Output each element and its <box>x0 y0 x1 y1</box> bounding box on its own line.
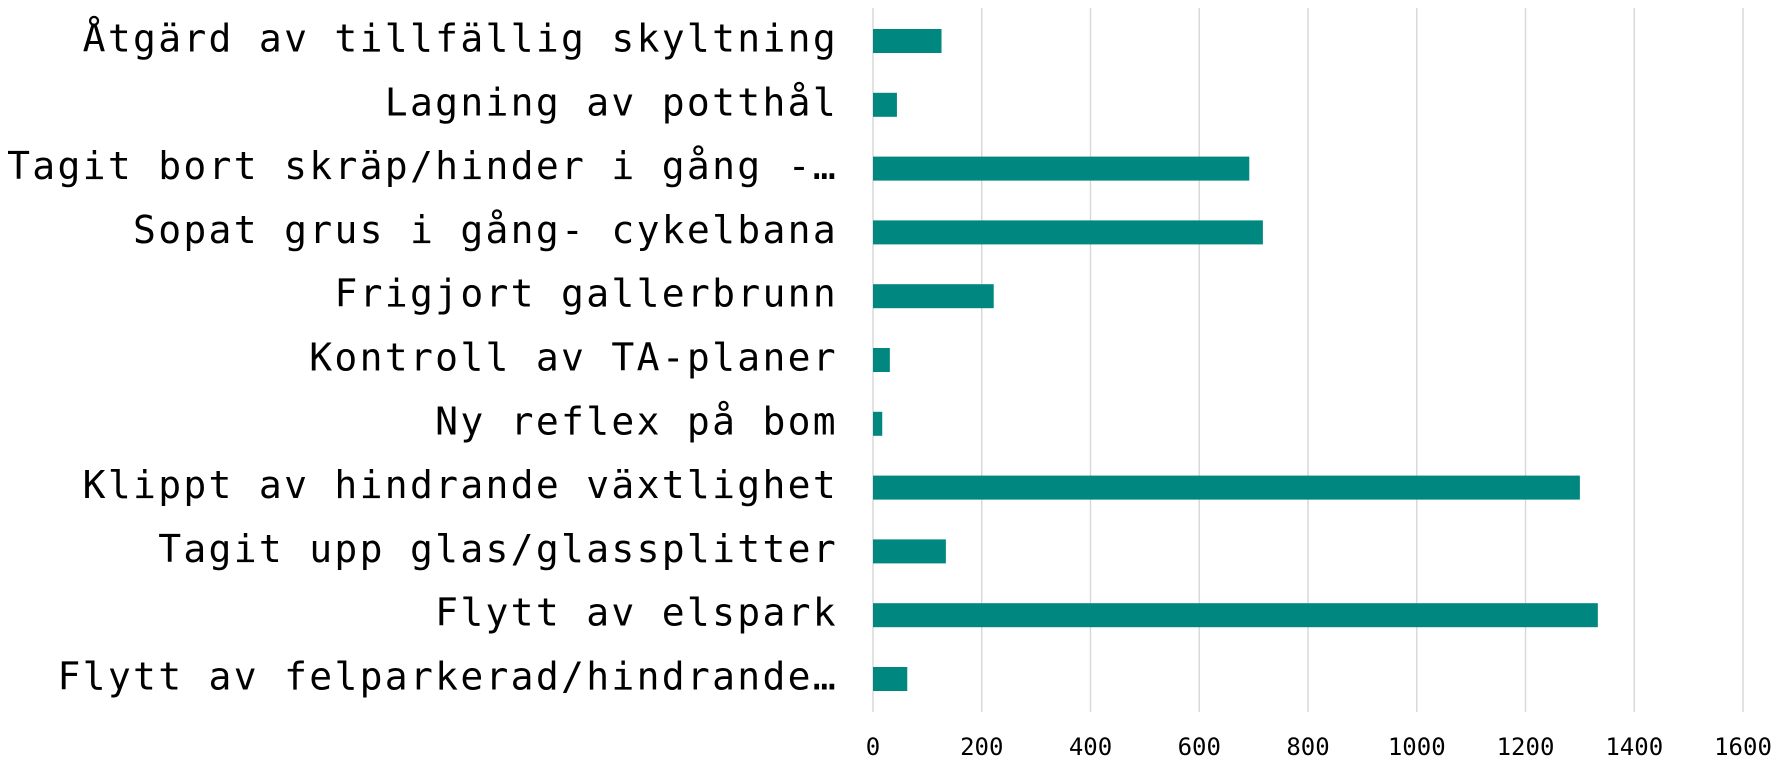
x-tick-label: 600 <box>1178 733 1221 761</box>
x-tick-label: 1600 <box>1714 733 1772 761</box>
x-tick-label: 0 <box>866 733 880 761</box>
bar <box>873 92 897 117</box>
y-tick-label: Frigjort gallerbrunn <box>334 272 838 316</box>
x-tick-label: 1400 <box>1605 733 1663 761</box>
bar <box>873 29 942 53</box>
y-tick-label: Flytt av elspark <box>435 591 838 635</box>
y-tick-label: Sopat grus i gång- cykelbana <box>133 208 838 252</box>
x-tick-label: 200 <box>960 733 1003 761</box>
y-tick-label: Tagit upp glas/glassplitter <box>158 527 838 571</box>
y-tick-label: Åtgärd av tillfällig skyltning <box>83 17 838 61</box>
bar <box>873 284 994 309</box>
bar <box>873 603 1598 628</box>
x-tick-label: 1200 <box>1497 733 1555 761</box>
y-tick-label: Klippt av hindrande växtlighet <box>83 463 838 507</box>
y-tick-label: Lagning av potthål <box>385 80 838 124</box>
y-tick-label: Kontroll av TA-planer <box>309 336 838 380</box>
y-tick-label: Flytt av felparkerad/hindrande… <box>57 655 838 699</box>
y-tick-label: Ny reflex på bom <box>435 399 838 443</box>
bar <box>873 156 1250 181</box>
x-tick-label: 800 <box>1286 733 1329 761</box>
bar <box>873 411 883 436</box>
bar <box>873 348 890 372</box>
x-tick-label: 1000 <box>1388 733 1446 761</box>
bar <box>873 667 908 691</box>
x-tick-label: 400 <box>1069 733 1112 761</box>
bar <box>873 220 1263 245</box>
y-tick-label: Tagit bort skräp/hinder i gång -… <box>7 144 838 188</box>
bar <box>873 475 1580 500</box>
bar <box>873 539 946 564</box>
